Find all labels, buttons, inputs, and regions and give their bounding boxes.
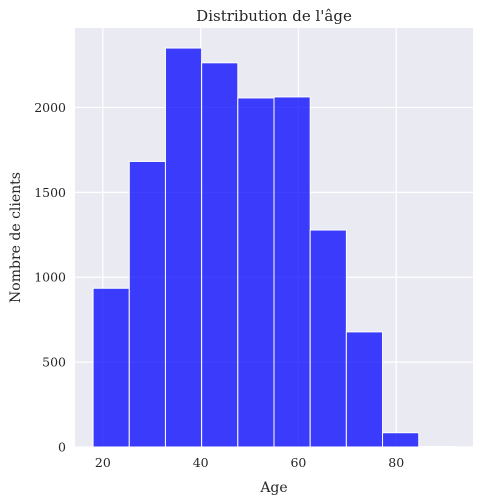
x-tick-label: 80	[388, 455, 404, 470]
x-tick-label: 40	[193, 455, 209, 470]
histogram-bars	[92, 47, 456, 448]
histogram-bar-6	[309, 229, 347, 448]
histogram-bar-0	[92, 287, 130, 448]
y-axis-label: Nombre de clients	[8, 172, 24, 303]
histogram-bar-3	[201, 62, 239, 448]
x-tick-labels: 20 40 60 80	[95, 455, 404, 470]
histogram-bar-7	[345, 331, 384, 448]
y-tick-label: 500	[42, 355, 66, 370]
histogram-bar-8	[382, 432, 420, 448]
x-tick-label: 20	[95, 455, 111, 470]
histogram-bar-2	[164, 47, 203, 448]
y-tick-label: 2000	[34, 100, 66, 115]
histogram-bar-4	[237, 97, 275, 448]
y-tick-label: 0	[58, 440, 66, 455]
y-tick-label: 1000	[34, 270, 66, 285]
histogram-bar-1	[128, 160, 166, 448]
y-tick-label: 1500	[34, 185, 66, 200]
histogram-bar-9	[418, 445, 456, 448]
chart-title: Distribution de l'âge	[196, 7, 352, 25]
x-axis-label: Age	[259, 480, 287, 496]
x-tick-label: 60	[290, 455, 306, 470]
histogram-bar-5	[273, 96, 311, 448]
y-tick-labels: 0 500 1000 1500 2000	[34, 100, 66, 455]
